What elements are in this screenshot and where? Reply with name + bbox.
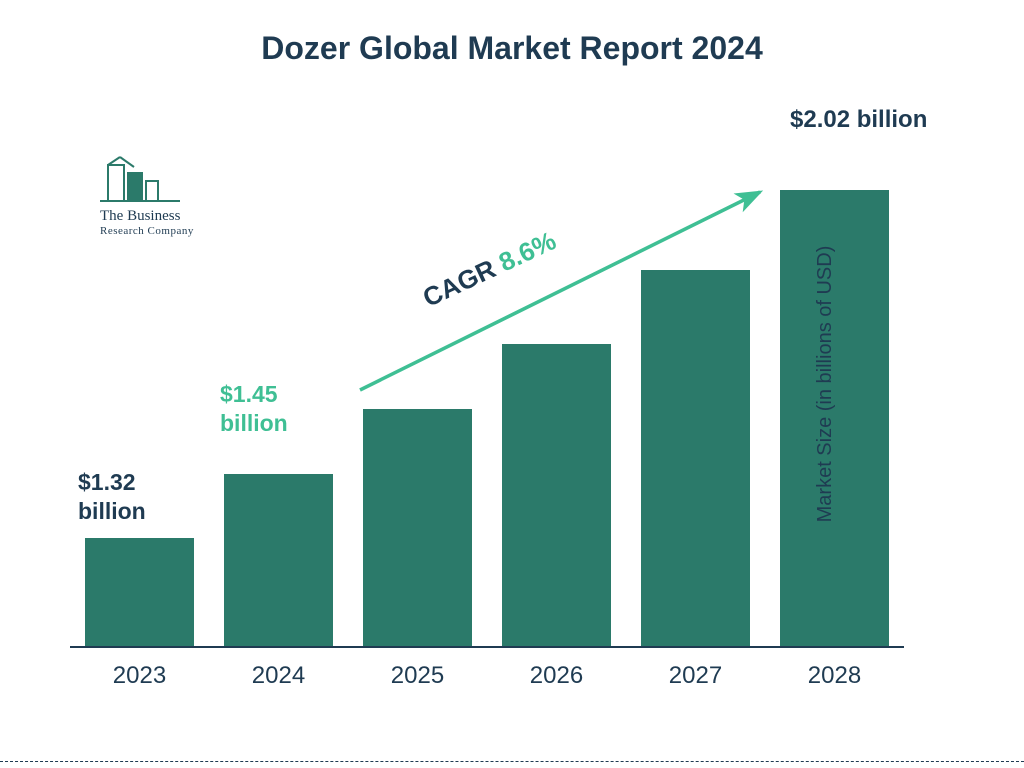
bottom-dashed-line bbox=[0, 761, 1024, 762]
value-label: $2.02 billion bbox=[790, 105, 990, 135]
value-label: $1.45 billion bbox=[220, 380, 330, 438]
value-label: $1.32 billion bbox=[78, 468, 188, 526]
